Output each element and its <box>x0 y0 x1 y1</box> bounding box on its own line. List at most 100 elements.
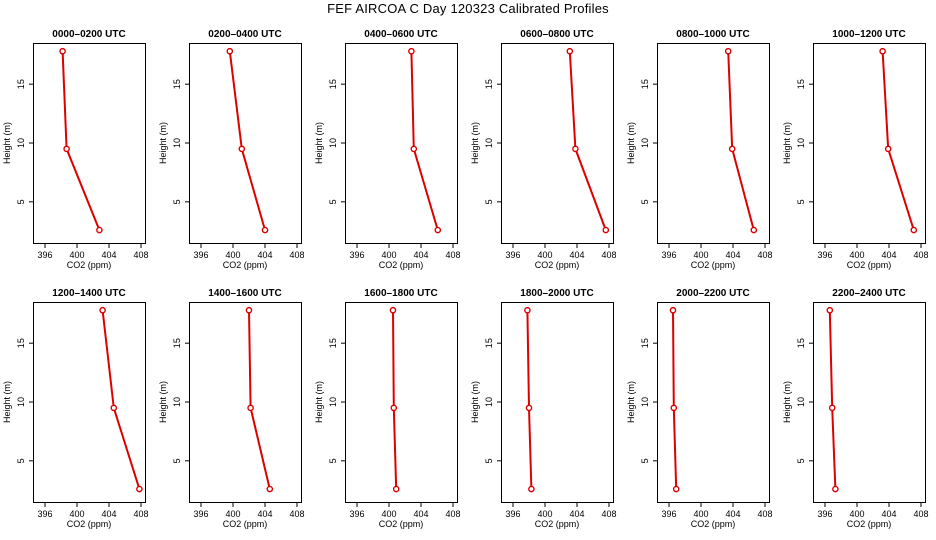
y-tick-label: 10 <box>796 138 806 148</box>
data-point <box>226 47 234 55</box>
data-point <box>670 404 678 412</box>
profile-panel: 1000–1200 UTC 396 400 404 408 5 10 15 CO2 (ppm) H… <box>782 29 929 270</box>
data-point <box>59 47 66 55</box>
x-tick-label: 396 <box>661 250 676 260</box>
data-point <box>247 404 254 412</box>
profile-panel: 1400–1600 UTC 396 400 404 408 5 10 15 CO2 (ppm) H… <box>158 288 305 529</box>
y-tick-label: 10 <box>484 397 494 407</box>
x-tick-label: 400 <box>381 509 396 519</box>
y-tick-label: 15 <box>172 79 182 89</box>
x-tick-label: 408 <box>913 509 928 519</box>
data-point <box>879 47 886 55</box>
data-point <box>245 306 253 314</box>
x-tick-label: 408 <box>445 250 460 260</box>
series-line <box>568 51 607 231</box>
data-point <box>110 404 118 412</box>
panel-title: 0400–0600 UTC <box>364 29 437 40</box>
y-tick-label: 5 <box>484 199 494 204</box>
y-axis-label: Height (m) <box>158 381 168 423</box>
y-axis-label: Height (m) <box>782 122 792 164</box>
plot-frame <box>345 302 458 503</box>
panel-title: 1200–1400 UTC <box>52 288 125 299</box>
y-tick-label: 5 <box>172 458 182 463</box>
x-axis-label: CO2 (ppm) <box>691 519 736 529</box>
x-tick-label: 408 <box>289 250 304 260</box>
data-point <box>750 226 758 234</box>
x-tick-label: 408 <box>133 250 148 260</box>
y-axis-label: Height (m) <box>314 122 324 164</box>
x-tick-label: 400 <box>69 250 84 260</box>
panel-title: 0800–1000 UTC <box>676 29 749 40</box>
series-line <box>672 310 678 490</box>
data-point <box>828 404 836 412</box>
panel-title: 0000–0200 UTC <box>52 29 125 40</box>
y-axis-label: Height (m) <box>626 122 636 164</box>
y-tick-label: 5 <box>16 199 26 204</box>
y-tick-label: 10 <box>16 397 26 407</box>
panel-title: 0600–0800 UTC <box>520 29 593 40</box>
y-tick-label: 15 <box>640 79 650 89</box>
x-tick-label: 396 <box>37 250 52 260</box>
panel-title: 1600–1800 UTC <box>364 288 437 299</box>
y-tick-label: 10 <box>640 397 650 407</box>
y-tick-label: 5 <box>172 199 182 204</box>
series-line <box>248 310 271 490</box>
y-tick-label: 10 <box>640 138 650 148</box>
y-axis-label: Height (m) <box>158 122 168 164</box>
y-tick-label: 10 <box>16 138 26 148</box>
y-axis-label: Height (m) <box>470 381 480 423</box>
data-point <box>566 47 574 55</box>
y-tick-label: 5 <box>16 458 26 463</box>
x-tick-label: 400 <box>537 509 552 519</box>
data-point <box>261 226 269 234</box>
x-tick-label: 408 <box>601 250 616 260</box>
data-point <box>408 47 415 55</box>
x-tick-label: 400 <box>849 250 864 260</box>
plot-frame <box>501 43 614 244</box>
data-point <box>389 306 397 314</box>
series-line <box>392 310 398 490</box>
data-point <box>524 306 531 314</box>
data-point <box>392 485 400 493</box>
profile-panel: 0200–0400 UTC 396 400 404 408 5 10 15 CO2 (ppm) H… <box>158 29 305 270</box>
y-tick-label: 15 <box>484 79 494 89</box>
data-point <box>724 47 732 55</box>
x-tick-label: 408 <box>913 250 928 260</box>
x-tick-label: 400 <box>381 250 396 260</box>
panel-title: 1400–1600 UTC <box>208 288 281 299</box>
x-tick-label: 404 <box>725 250 740 260</box>
series-line <box>828 310 837 490</box>
x-tick-label: 404 <box>569 250 584 260</box>
profile-panel: 0600–0800 UTC 396 400 404 408 5 10 15 CO2 (ppm) H… <box>470 29 617 270</box>
data-point <box>826 306 834 314</box>
plot-frame <box>345 43 458 244</box>
x-tick-label: 408 <box>757 250 772 260</box>
x-tick-label: 396 <box>505 509 520 519</box>
x-tick-label: 400 <box>537 250 552 260</box>
series-line <box>727 51 755 231</box>
x-tick-label: 396 <box>661 509 676 519</box>
x-axis-label: CO2 (ppm) <box>223 519 268 529</box>
x-axis-label: CO2 (ppm) <box>535 260 580 270</box>
y-axis-label: Height (m) <box>782 381 792 423</box>
series-line <box>881 51 915 231</box>
x-tick-label: 404 <box>257 509 272 519</box>
x-tick-label: 396 <box>193 509 208 519</box>
y-tick-label: 5 <box>640 458 650 463</box>
y-tick-label: 5 <box>484 458 494 463</box>
plot-frame <box>657 43 770 244</box>
y-tick-label: 5 <box>796 199 806 204</box>
y-tick-label: 5 <box>328 458 338 463</box>
x-tick-label: 408 <box>133 509 148 519</box>
series-line <box>61 51 101 231</box>
data-point <box>728 145 736 153</box>
y-axis-label: Height (m) <box>626 381 636 423</box>
x-tick-label: 404 <box>569 509 584 519</box>
y-tick-label: 10 <box>172 138 182 148</box>
data-point <box>672 485 680 493</box>
data-point <box>910 226 918 234</box>
y-tick-label: 15 <box>796 79 806 89</box>
y-tick-label: 5 <box>640 199 650 204</box>
y-axis-label: Height (m) <box>314 381 324 423</box>
